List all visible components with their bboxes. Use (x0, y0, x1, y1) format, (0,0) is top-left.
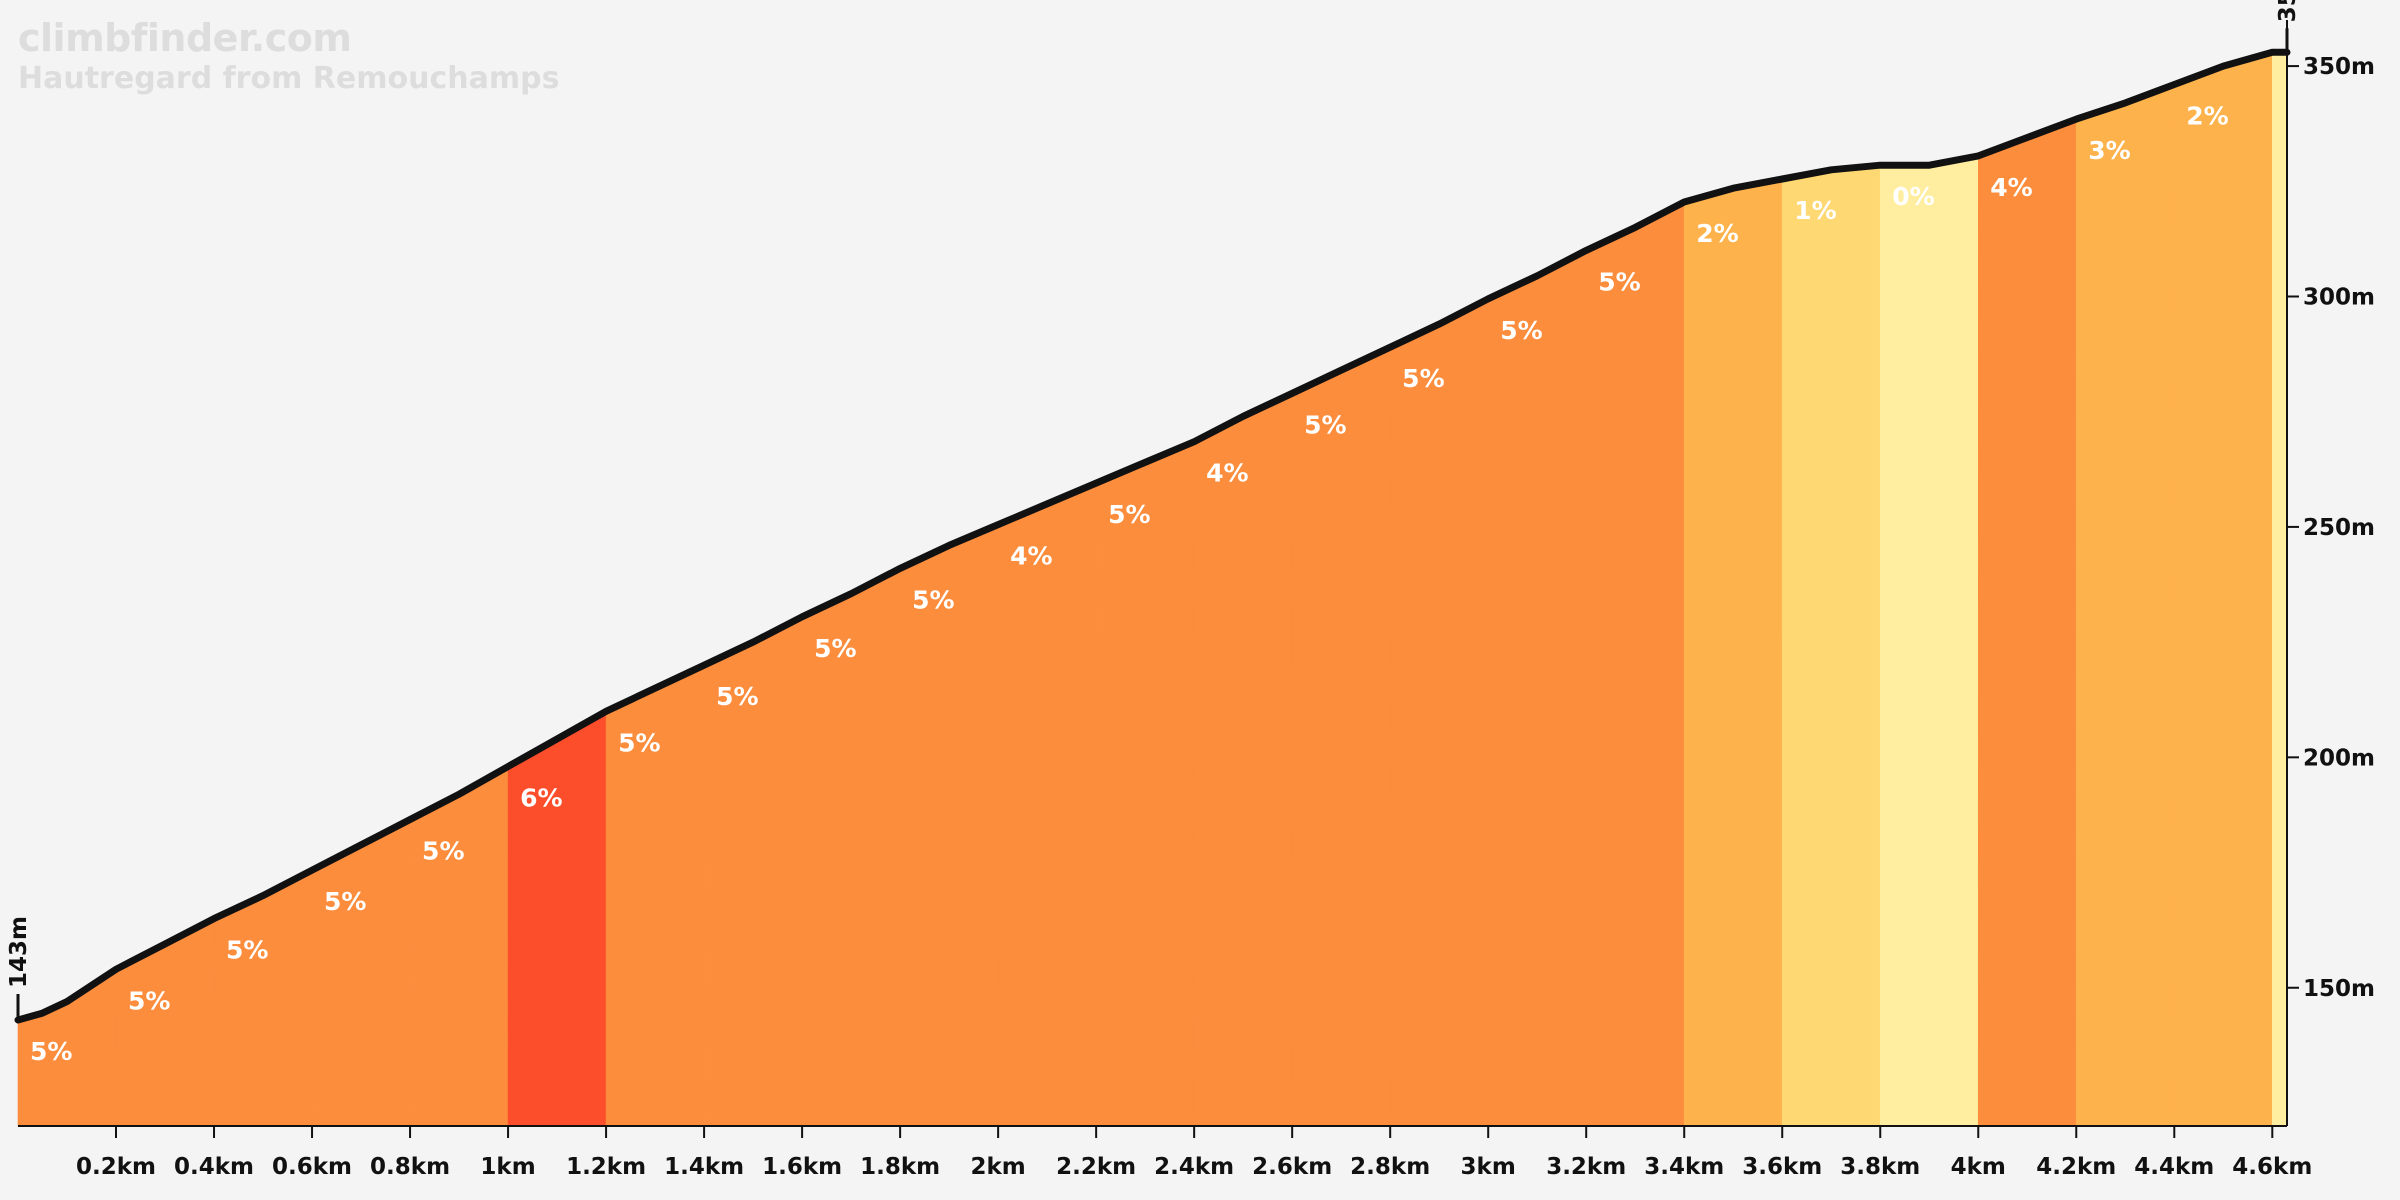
grade-segment-15 (1487, 249, 1587, 1127)
grade-segment-17 (1683, 178, 1783, 1127)
x-tick-label-6: 1.4km (664, 1154, 744, 1180)
y-tick-label-1: 200m (2303, 745, 2375, 771)
grade-labels: 5% 5% 5% 5% 5% 6% 5% 5% 5% 5% 4% 5% 4% 5% 5% 5% 5% 2% 1% 0%… (30, 102, 2229, 1066)
x-tick-label-10: 2.2km (1056, 1154, 1136, 1180)
x-tick-label-2: 0.6km (272, 1154, 352, 1180)
grade-label-1: 5% (128, 986, 170, 1015)
grade-label-12: 4% (1206, 459, 1248, 488)
y-tick-label-2: 250m (2303, 515, 2375, 541)
grade-segments (17, 51, 2288, 1127)
grade-segment-23 (2272, 52, 2288, 1127)
x-tick-label-8: 1.8km (860, 1154, 940, 1180)
x-tick-label-0: 0.2km (76, 1154, 156, 1180)
x-tick-label-1: 0.4km (174, 1154, 254, 1180)
grade-label-4: 5% (422, 837, 464, 866)
grade-label-2: 5% (226, 936, 268, 965)
x-tick-label-16: 3.4km (1644, 1154, 1724, 1180)
grade-segment-19 (1879, 155, 1979, 1127)
x-tick-label-17: 3.6km (1742, 1154, 1822, 1180)
grade-segment-22 (2173, 51, 2273, 1127)
grade-label-6: 5% (618, 728, 660, 757)
x-tick-label-15: 3.2km (1546, 1154, 1626, 1180)
grade-label-14: 5% (1402, 364, 1444, 393)
start-elevation-label: 143m (6, 916, 32, 988)
x-tick-label-9: 2km (970, 1154, 1025, 1180)
grade-label-11: 5% (1108, 500, 1150, 529)
grade-segment-20 (1977, 118, 2077, 1127)
grade-label-13: 5% (1304, 410, 1346, 439)
grade-label-17: 2% (1696, 219, 1738, 248)
y-tick-label-3: 300m (2303, 285, 2375, 311)
grade-segment-12 (1193, 392, 1293, 1127)
grade-label-16: 5% (1598, 267, 1640, 296)
grade-segment-21 (2075, 84, 2175, 1127)
x-tick-label-18: 3.8km (1840, 1154, 1920, 1180)
y-tick-label-0: 150m (2303, 976, 2375, 1002)
x-tick-label-14: 3km (1461, 1154, 1516, 1180)
endpoint-markers: 143m 357m (6, 0, 2301, 1021)
y-tick-label-4: 350m (2303, 54, 2375, 80)
grade-segment-10 (997, 482, 1097, 1127)
grade-label-9: 5% (912, 585, 954, 614)
grade-segment-13 (1291, 346, 1391, 1127)
x-tick-label-21: 4.4km (2134, 1154, 2214, 1180)
grade-segment-4 (409, 765, 509, 1127)
x-tick-label-13: 2.8km (1350, 1154, 1430, 1180)
y-axis: 150m 200m 250m 300m 350m (2286, 20, 2375, 1126)
x-axis: 0.2km 0.4km 0.6km 0.8km 1km 1.2km 1.4km 1.6km 1.… (18, 1125, 2312, 1180)
grade-label-7: 5% (716, 682, 758, 711)
grade-label-5: 6% (520, 784, 562, 813)
grade-label-21: 3% (2088, 136, 2130, 165)
grade-segment-16 (1585, 201, 1685, 1127)
grade-segment-18 (1781, 164, 1881, 1127)
x-tick-label-12: 2.6km (1252, 1154, 1332, 1180)
x-tick-label-19: 4km (1951, 1154, 2006, 1180)
x-tick-label-11: 2.4km (1154, 1154, 1234, 1180)
grade-segment-5 (507, 710, 607, 1127)
profile-outline-layer (14, 48, 2291, 1024)
grade-label-19: 0% (1892, 182, 1934, 211)
x-tick-label-7: 1.6km (762, 1154, 842, 1180)
grade-label-10: 4% (1010, 542, 1052, 571)
grade-segment-1 (115, 918, 215, 1127)
site-logo-text[interactable]: climbfinder.com (18, 16, 352, 60)
grade-label-3: 5% (324, 887, 366, 916)
climb-title: Hautregard from Remouchamps (18, 60, 560, 96)
grade-segment-11 (1095, 441, 1195, 1127)
grade-label-20: 4% (1990, 173, 2032, 202)
x-tick-label-20: 4.2km (2036, 1154, 2116, 1180)
grade-label-22: 2% (2186, 102, 2228, 131)
x-tick-label-3: 0.8km (370, 1154, 450, 1180)
grade-segment-14 (1389, 298, 1489, 1127)
x-tick-label-5: 1.2km (566, 1154, 646, 1180)
x-tick-label-22: 4.6km (2232, 1154, 2312, 1180)
brand-block: climbfinder.com Hautregard from Remoucha… (18, 16, 560, 96)
grade-label-8: 5% (814, 634, 856, 663)
grade-segment-9 (899, 524, 999, 1127)
profile-outline (14, 48, 2291, 1024)
grade-label-0: 5% (30, 1037, 72, 1066)
x-tick-label-4: 1km (480, 1154, 535, 1180)
grade-label-18: 1% (1794, 196, 1836, 225)
grade-label-15: 5% (1500, 316, 1542, 345)
end-elevation-label: 357m (2275, 0, 2301, 22)
